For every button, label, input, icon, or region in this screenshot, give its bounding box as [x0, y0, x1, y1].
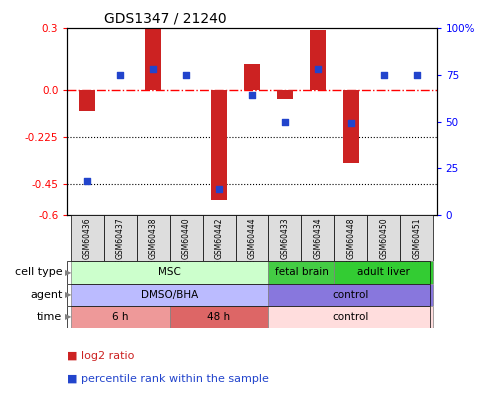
Bar: [71, 215, 104, 261]
Text: ▶: ▶: [65, 312, 71, 322]
Text: GSM60450: GSM60450: [379, 217, 388, 259]
Bar: [268, 215, 301, 261]
Text: ■ log2 ratio: ■ log2 ratio: [67, 352, 135, 361]
Text: 6 h: 6 h: [112, 312, 128, 322]
Text: MSC: MSC: [158, 267, 181, 277]
Text: GSM60438: GSM60438: [149, 217, 158, 259]
Bar: [170, 215, 203, 261]
Text: control: control: [333, 290, 369, 300]
Text: GDS1347 / 21240: GDS1347 / 21240: [104, 12, 227, 26]
Point: [413, 72, 421, 78]
Text: ■ percentile rank within the sample: ■ percentile rank within the sample: [67, 374, 269, 384]
Bar: [343, 90, 359, 163]
Bar: [71, 261, 268, 284]
Text: GSM60442: GSM60442: [215, 217, 224, 259]
Text: GSM60451: GSM60451: [412, 217, 421, 259]
Text: 48 h: 48 h: [208, 312, 231, 322]
Bar: [334, 215, 367, 261]
Bar: [211, 90, 227, 200]
Text: agent: agent: [30, 290, 62, 300]
Bar: [71, 284, 268, 306]
Bar: [203, 215, 236, 261]
Point: [347, 120, 355, 127]
Point: [182, 72, 190, 78]
Text: DMSO/BHA: DMSO/BHA: [141, 290, 198, 300]
Text: GSM60433: GSM60433: [280, 217, 289, 259]
Point: [149, 66, 157, 72]
Point: [215, 185, 223, 192]
Bar: [268, 284, 433, 306]
Bar: [236, 215, 268, 261]
Text: GSM60436: GSM60436: [83, 217, 92, 259]
Point: [281, 118, 289, 125]
Bar: [334, 261, 433, 284]
Bar: [104, 215, 137, 261]
Bar: [367, 215, 400, 261]
Bar: [244, 64, 260, 90]
Text: fetal brain: fetal brain: [274, 267, 328, 277]
Text: time: time: [37, 312, 62, 322]
Point: [248, 92, 256, 99]
Text: ▶: ▶: [65, 268, 71, 277]
Bar: [301, 215, 334, 261]
Text: GSM60434: GSM60434: [313, 217, 322, 259]
Text: ▶: ▶: [65, 290, 71, 299]
Bar: [268, 261, 334, 284]
Bar: [170, 306, 268, 328]
Bar: [145, 28, 161, 90]
Bar: [400, 215, 433, 261]
Bar: [277, 90, 293, 99]
Bar: [79, 90, 95, 111]
Point: [83, 178, 91, 184]
Text: GSM60444: GSM60444: [248, 217, 256, 259]
Text: GSM60448: GSM60448: [346, 217, 355, 259]
Bar: [71, 306, 170, 328]
Bar: [310, 30, 326, 90]
Text: cell type: cell type: [15, 267, 62, 277]
Text: adult liver: adult liver: [357, 267, 410, 277]
Point: [116, 72, 124, 78]
Text: GSM60440: GSM60440: [182, 217, 191, 259]
Point: [314, 66, 322, 72]
Text: control: control: [333, 312, 369, 322]
Bar: [137, 215, 170, 261]
Bar: [268, 306, 433, 328]
Point: [380, 72, 388, 78]
Text: GSM60437: GSM60437: [116, 217, 125, 259]
